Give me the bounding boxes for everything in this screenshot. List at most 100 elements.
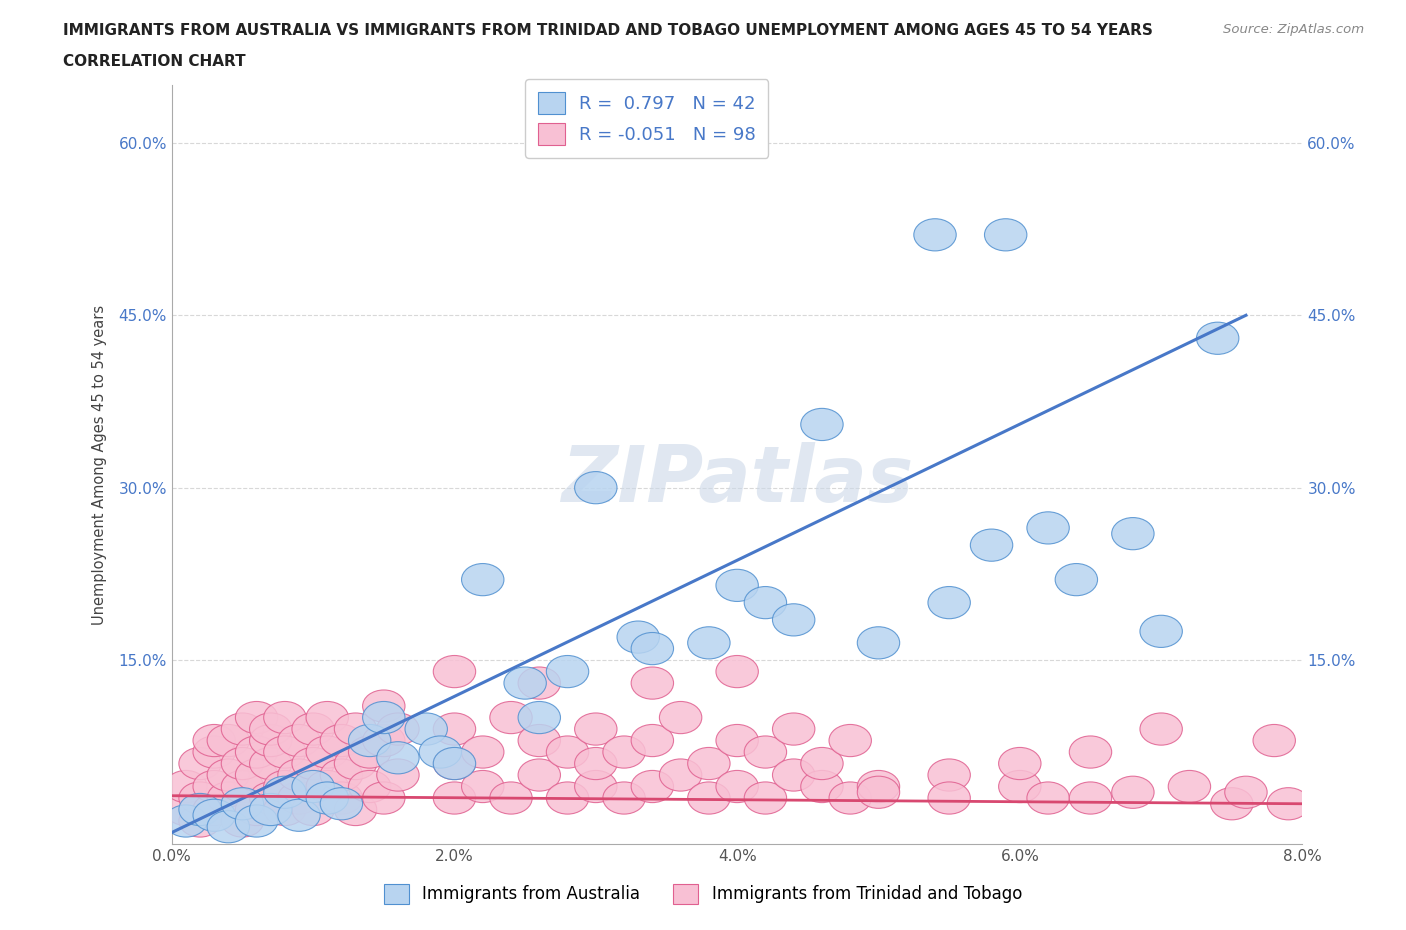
- Ellipse shape: [575, 713, 617, 745]
- Ellipse shape: [631, 724, 673, 757]
- Ellipse shape: [914, 219, 956, 251]
- Ellipse shape: [433, 782, 475, 814]
- Ellipse shape: [433, 748, 475, 779]
- Ellipse shape: [278, 799, 321, 831]
- Ellipse shape: [363, 782, 405, 814]
- Ellipse shape: [517, 724, 561, 757]
- Ellipse shape: [716, 569, 758, 602]
- Ellipse shape: [1054, 564, 1098, 596]
- Ellipse shape: [221, 713, 264, 745]
- Ellipse shape: [1112, 777, 1154, 808]
- Ellipse shape: [307, 736, 349, 768]
- Ellipse shape: [1211, 788, 1253, 820]
- Ellipse shape: [688, 748, 730, 779]
- Ellipse shape: [179, 782, 221, 814]
- Ellipse shape: [363, 690, 405, 723]
- Ellipse shape: [264, 777, 307, 808]
- Ellipse shape: [193, 770, 235, 803]
- Ellipse shape: [461, 770, 503, 803]
- Ellipse shape: [744, 587, 786, 618]
- Ellipse shape: [617, 621, 659, 653]
- Ellipse shape: [165, 770, 207, 803]
- Ellipse shape: [235, 736, 278, 768]
- Ellipse shape: [193, 724, 235, 757]
- Ellipse shape: [1253, 724, 1295, 757]
- Ellipse shape: [1026, 782, 1070, 814]
- Ellipse shape: [419, 736, 461, 768]
- Ellipse shape: [278, 782, 321, 814]
- Ellipse shape: [307, 782, 349, 814]
- Ellipse shape: [433, 656, 475, 687]
- Ellipse shape: [575, 770, 617, 803]
- Text: ZIPatlas: ZIPatlas: [561, 442, 914, 518]
- Ellipse shape: [377, 742, 419, 774]
- Ellipse shape: [659, 701, 702, 734]
- Ellipse shape: [830, 724, 872, 757]
- Ellipse shape: [1070, 782, 1112, 814]
- Ellipse shape: [221, 748, 264, 779]
- Ellipse shape: [830, 782, 872, 814]
- Ellipse shape: [321, 782, 363, 814]
- Ellipse shape: [264, 793, 307, 826]
- Ellipse shape: [517, 701, 561, 734]
- Ellipse shape: [461, 736, 503, 768]
- Ellipse shape: [321, 788, 363, 820]
- Ellipse shape: [998, 770, 1040, 803]
- Ellipse shape: [193, 799, 235, 831]
- Ellipse shape: [489, 701, 533, 734]
- Ellipse shape: [207, 724, 249, 757]
- Ellipse shape: [235, 759, 278, 791]
- Ellipse shape: [249, 713, 292, 745]
- Ellipse shape: [603, 736, 645, 768]
- Ellipse shape: [363, 701, 405, 734]
- Text: IMMIGRANTS FROM AUSTRALIA VS IMMIGRANTS FROM TRINIDAD AND TOBAGO UNEMPLOYMENT AM: IMMIGRANTS FROM AUSTRALIA VS IMMIGRANTS …: [63, 23, 1153, 38]
- Ellipse shape: [1168, 770, 1211, 803]
- Ellipse shape: [631, 770, 673, 803]
- Ellipse shape: [221, 804, 264, 837]
- Ellipse shape: [193, 736, 235, 768]
- Ellipse shape: [659, 759, 702, 791]
- Ellipse shape: [575, 472, 617, 504]
- Ellipse shape: [179, 748, 221, 779]
- Ellipse shape: [858, 777, 900, 808]
- Ellipse shape: [335, 713, 377, 745]
- Ellipse shape: [249, 782, 292, 814]
- Ellipse shape: [631, 667, 673, 699]
- Ellipse shape: [1026, 512, 1070, 544]
- Ellipse shape: [349, 736, 391, 768]
- Y-axis label: Unemployment Among Ages 45 to 54 years: Unemployment Among Ages 45 to 54 years: [93, 305, 107, 625]
- Ellipse shape: [179, 804, 221, 837]
- Ellipse shape: [1197, 322, 1239, 354]
- Ellipse shape: [772, 713, 815, 745]
- Ellipse shape: [716, 656, 758, 687]
- Ellipse shape: [716, 724, 758, 757]
- Ellipse shape: [377, 713, 419, 745]
- Ellipse shape: [858, 627, 900, 659]
- Ellipse shape: [858, 770, 900, 803]
- Ellipse shape: [321, 759, 363, 791]
- Ellipse shape: [235, 701, 278, 734]
- Ellipse shape: [221, 788, 264, 820]
- Ellipse shape: [207, 759, 249, 791]
- Ellipse shape: [575, 748, 617, 779]
- Ellipse shape: [235, 804, 278, 837]
- Ellipse shape: [249, 793, 292, 826]
- Ellipse shape: [772, 604, 815, 636]
- Ellipse shape: [489, 782, 533, 814]
- Ellipse shape: [221, 770, 264, 803]
- Ellipse shape: [179, 793, 221, 826]
- Text: Source: ZipAtlas.com: Source: ZipAtlas.com: [1223, 23, 1364, 36]
- Ellipse shape: [278, 759, 321, 791]
- Ellipse shape: [1225, 777, 1267, 808]
- Ellipse shape: [503, 667, 547, 699]
- Ellipse shape: [928, 587, 970, 618]
- Ellipse shape: [801, 748, 844, 779]
- Ellipse shape: [377, 759, 419, 791]
- Ellipse shape: [433, 713, 475, 745]
- Text: CORRELATION CHART: CORRELATION CHART: [63, 54, 246, 69]
- Ellipse shape: [264, 701, 307, 734]
- Ellipse shape: [307, 770, 349, 803]
- Ellipse shape: [998, 748, 1040, 779]
- Ellipse shape: [517, 759, 561, 791]
- Ellipse shape: [744, 736, 786, 768]
